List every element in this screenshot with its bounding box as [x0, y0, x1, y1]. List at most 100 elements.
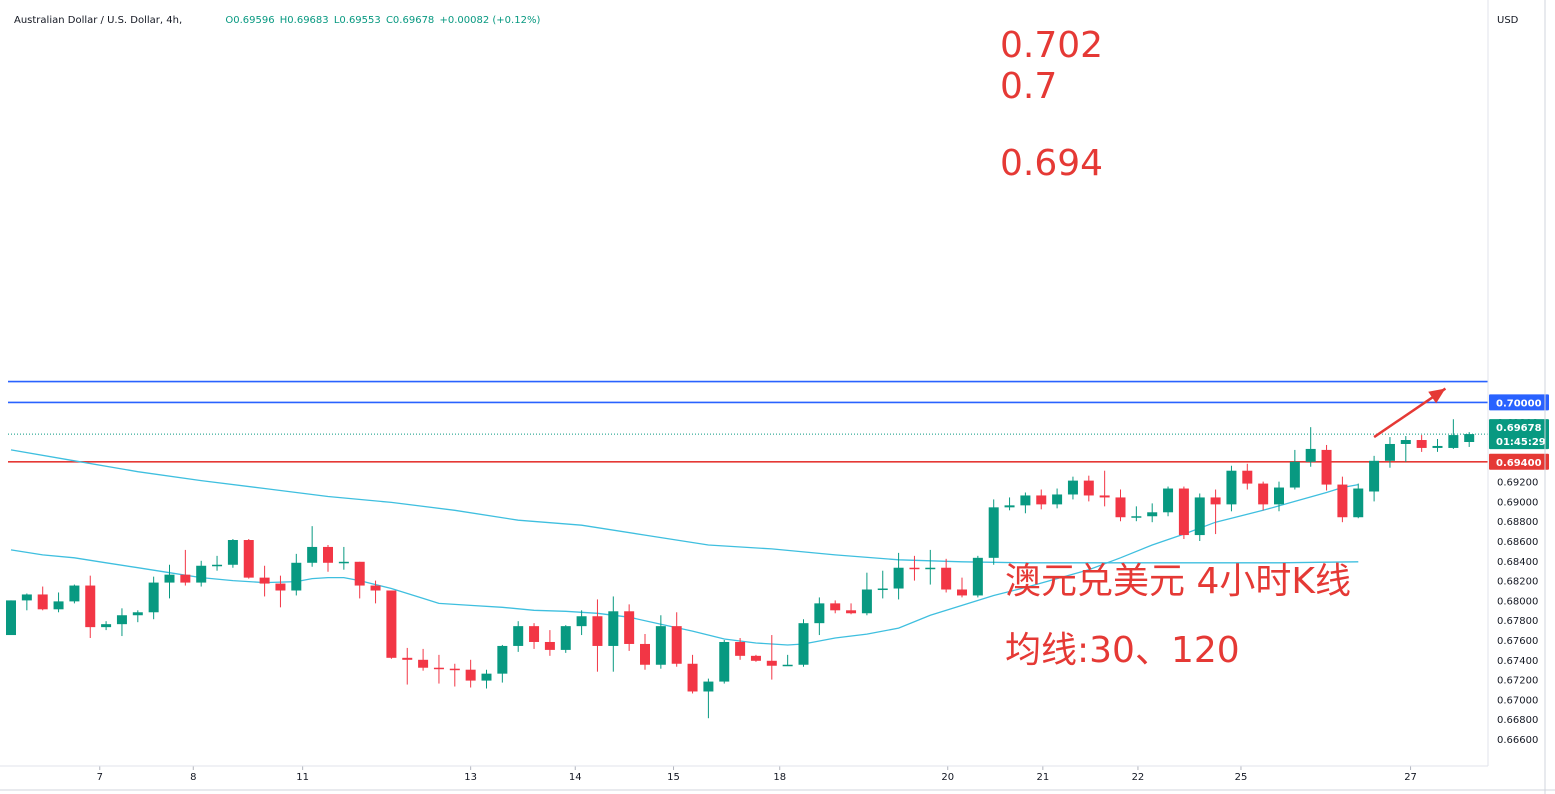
candle-body	[1369, 460, 1380, 492]
candle	[909, 555, 920, 581]
candle	[1052, 488, 1063, 509]
candle-body	[1416, 440, 1427, 448]
candle-body	[1448, 435, 1459, 448]
y-tick-label: 0.67800	[1497, 616, 1538, 627]
candle	[925, 549, 936, 585]
candle	[1163, 486, 1174, 517]
candle-body	[1194, 497, 1205, 536]
candle	[1210, 489, 1221, 535]
candle-body	[291, 562, 302, 591]
candle-body	[418, 659, 429, 668]
symbol-title: Australian Dollar / U.S. Dollar, 4h,	[14, 15, 183, 26]
candle	[814, 597, 825, 636]
price-tag-current: 0.69678 01:45:29	[1489, 419, 1549, 450]
candle-body	[925, 567, 936, 570]
candle-body	[370, 585, 381, 591]
x-tick-label: 13	[464, 772, 477, 783]
candle-body	[957, 589, 967, 596]
candle	[608, 596, 619, 672]
candle	[957, 577, 967, 598]
candle-body	[1083, 480, 1094, 496]
candle-body	[814, 603, 825, 624]
x-tick-label: 15	[667, 772, 680, 783]
candle-body	[85, 585, 96, 628]
candle-body	[323, 546, 333, 563]
candle	[893, 552, 904, 600]
candle-body	[481, 673, 492, 681]
ohlc-values: O0.69596 H0.69683 L0.69553 C0.69678 +0.0…	[225, 15, 542, 26]
y-tick-label: 0.66800	[1497, 715, 1538, 726]
candle-body	[893, 567, 904, 589]
candle	[1400, 436, 1411, 462]
candle-body	[243, 540, 254, 578]
candle	[148, 576, 159, 620]
candle	[544, 630, 555, 656]
candle	[307, 526, 318, 567]
time-axis[interactable]: 7 8 11 13 14 15 18 20 21 22 25 27	[97, 766, 1417, 783]
candle-body	[750, 655, 761, 661]
candle	[1384, 437, 1395, 468]
candle-body	[1258, 483, 1269, 505]
annotation-level-07: 0.7	[1000, 66, 1058, 107]
candle-body	[338, 561, 349, 564]
candle-body	[576, 616, 587, 627]
candle-body	[21, 594, 32, 601]
y-tick-label: 0.67000	[1497, 695, 1538, 706]
candle	[576, 610, 587, 636]
candle-body	[449, 668, 460, 671]
candle	[243, 539, 254, 579]
price-axis[interactable]: 0.66600 0.66800 0.67000 0.67200 0.67400 0.676…	[1497, 398, 1538, 746]
x-tick-label: 27	[1404, 772, 1417, 783]
candle-body	[735, 641, 746, 656]
candle	[750, 654, 761, 662]
candle	[132, 610, 143, 623]
y-tick-label: 0.68800	[1497, 517, 1538, 528]
candle	[497, 644, 508, 683]
trend-arrow	[1373, 387, 1447, 439]
candle-body	[1131, 516, 1142, 518]
candle-body	[1020, 495, 1031, 506]
candle-body	[1321, 449, 1332, 485]
candle-body	[1036, 495, 1047, 505]
candle	[782, 654, 793, 667]
candle	[735, 638, 746, 660]
candle	[1083, 475, 1094, 502]
candle-body	[1067, 480, 1078, 495]
candle	[624, 604, 635, 651]
candle	[85, 575, 96, 639]
candle	[972, 555, 983, 598]
moving-averages	[10, 449, 1359, 646]
candle	[164, 564, 175, 599]
candle	[513, 621, 524, 652]
candle	[830, 600, 841, 614]
currency-unit-label[interactable]: USD	[1497, 15, 1519, 26]
annotation-level-0694: 0.694	[1000, 143, 1104, 184]
ohlc-low: L0.69553	[333, 15, 381, 26]
candle-body	[1163, 488, 1174, 513]
candle	[861, 572, 872, 616]
candle-body	[719, 641, 730, 682]
candle	[212, 555, 223, 571]
candle-body	[703, 681, 714, 692]
candle	[196, 560, 207, 587]
candle-body	[544, 641, 555, 650]
horizontal-lines	[8, 380, 1488, 463]
candle-body	[592, 616, 603, 646]
ohlc-high: H0.69683	[279, 15, 329, 26]
candle	[1305, 427, 1316, 467]
candle-body	[1353, 488, 1364, 518]
candle	[1416, 435, 1427, 452]
candle-body	[1242, 470, 1253, 484]
candle-body	[6, 600, 16, 636]
candle	[1464, 432, 1475, 447]
candle	[37, 586, 48, 611]
y-tick-label: 0.69000	[1497, 497, 1538, 508]
candle	[116, 608, 127, 637]
candle	[433, 654, 444, 684]
candle	[1020, 492, 1031, 514]
candle	[1353, 483, 1364, 519]
candle-body	[116, 615, 127, 625]
candle-body	[655, 626, 666, 665]
candle	[1115, 489, 1126, 522]
